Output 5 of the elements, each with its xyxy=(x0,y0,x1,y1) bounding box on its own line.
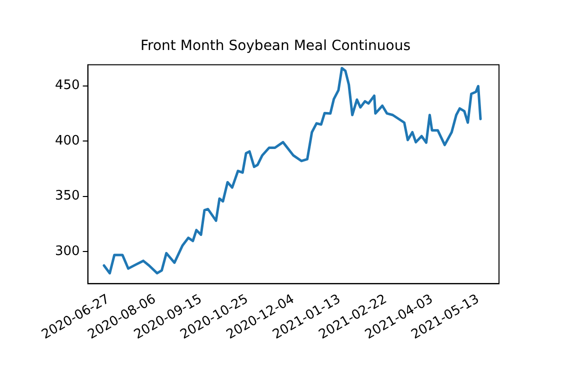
chart-title: Front Month Soybean Meal Continuous xyxy=(140,38,411,54)
y-tick-label: 300 xyxy=(54,244,80,260)
y-tick-label: 350 xyxy=(54,188,80,204)
y-tick-label: 450 xyxy=(54,78,80,94)
y-tick-label: 400 xyxy=(54,133,80,148)
